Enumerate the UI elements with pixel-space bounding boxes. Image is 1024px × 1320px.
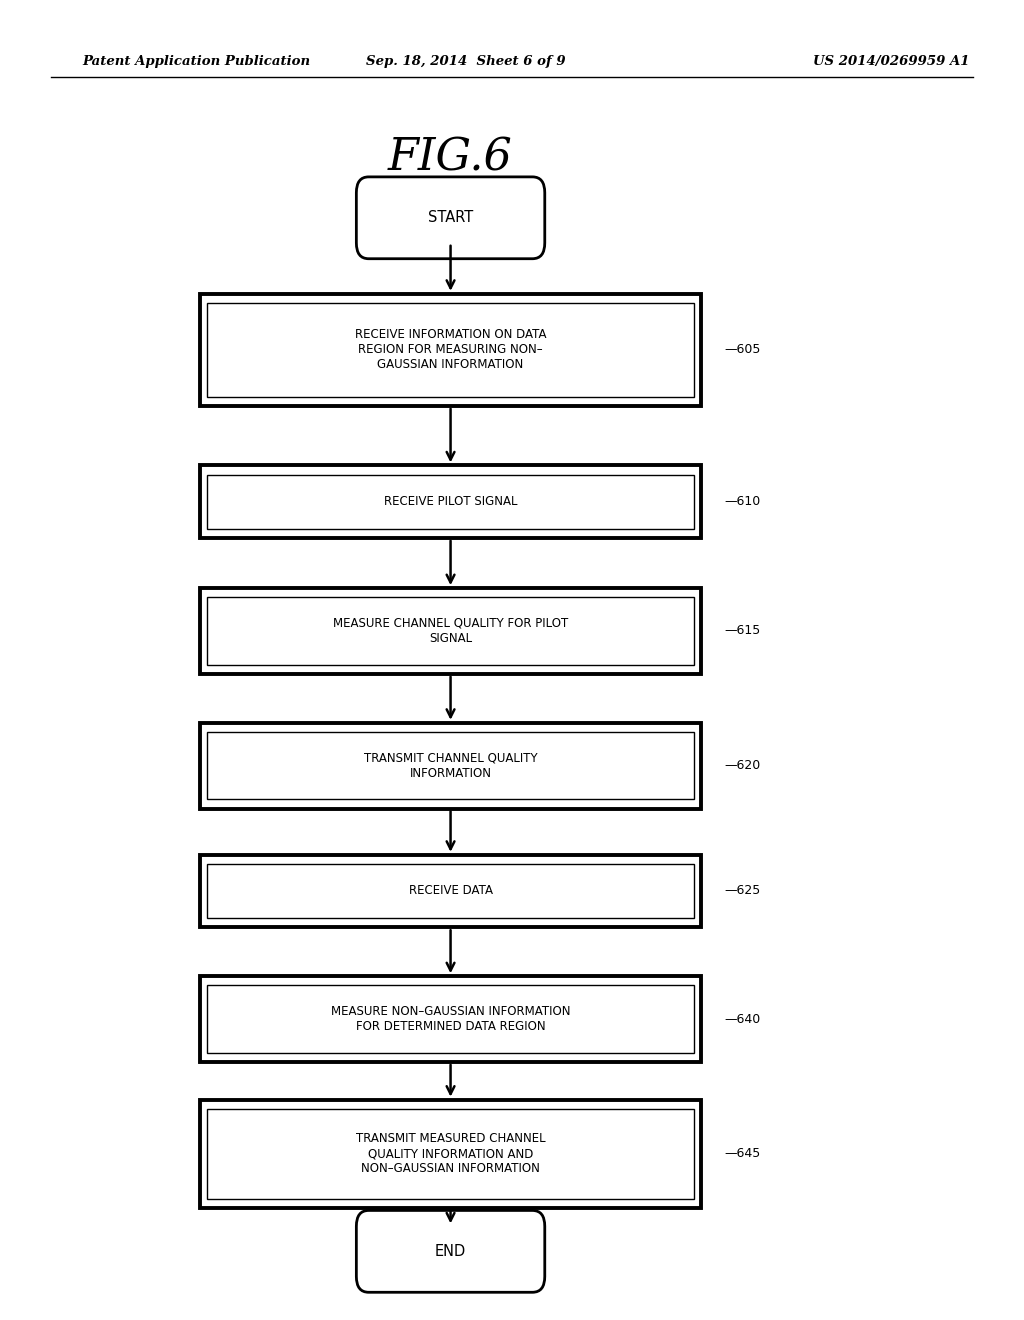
Text: START: START (428, 210, 473, 226)
Bar (207, 865, 694, 919)
Text: TRANSMIT MEASURED CHANNEL
QUALITY INFORMATION AND
NON–GAUSSIAN INFORMATION: TRANSMIT MEASURED CHANNEL QUALITY INFORM… (355, 1133, 546, 1175)
Bar (200, 465, 701, 539)
Text: MEASURE CHANNEL QUALITY FOR PILOT
SIGNAL: MEASURE CHANNEL QUALITY FOR PILOT SIGNAL (333, 616, 568, 645)
Text: RECEIVE PILOT SIGNAL: RECEIVE PILOT SIGNAL (384, 495, 517, 508)
Text: RECEIVE INFORMATION ON DATA
REGION FOR MEASURING NON–
GAUSSIAN INFORMATION: RECEIVE INFORMATION ON DATA REGION FOR M… (354, 329, 547, 371)
Text: —610: —610 (724, 495, 760, 508)
Text: —620: —620 (724, 759, 760, 772)
Bar (200, 294, 701, 407)
FancyBboxPatch shape (356, 177, 545, 259)
Bar (200, 723, 701, 808)
Text: —645: —645 (724, 1147, 760, 1160)
Text: END: END (435, 1243, 466, 1259)
Bar (207, 731, 694, 800)
Bar (200, 1100, 701, 1208)
Bar (200, 855, 701, 927)
Text: Sep. 18, 2014  Sheet 6 of 9: Sep. 18, 2014 Sheet 6 of 9 (367, 55, 565, 69)
Text: —615: —615 (724, 624, 760, 638)
Bar (207, 597, 694, 664)
Text: —625: —625 (724, 884, 760, 898)
FancyBboxPatch shape (356, 1210, 545, 1292)
Text: —640: —640 (724, 1012, 760, 1026)
Bar (200, 589, 701, 673)
Text: US 2014/0269959 A1: US 2014/0269959 A1 (813, 55, 969, 69)
Bar (207, 985, 694, 1053)
Bar (207, 304, 694, 396)
Text: TRANSMIT CHANNEL QUALITY
INFORMATION: TRANSMIT CHANNEL QUALITY INFORMATION (364, 751, 538, 780)
Text: FIG.6: FIG.6 (388, 137, 513, 180)
Text: Patent Application Publication: Patent Application Publication (82, 55, 310, 69)
Text: MEASURE NON–GAUSSIAN INFORMATION
FOR DETERMINED DATA REGION: MEASURE NON–GAUSSIAN INFORMATION FOR DET… (331, 1005, 570, 1034)
Text: RECEIVE DATA: RECEIVE DATA (409, 884, 493, 898)
Text: —605: —605 (724, 343, 761, 356)
Bar (200, 977, 701, 1061)
Bar (207, 474, 694, 528)
Bar (207, 1109, 694, 1199)
